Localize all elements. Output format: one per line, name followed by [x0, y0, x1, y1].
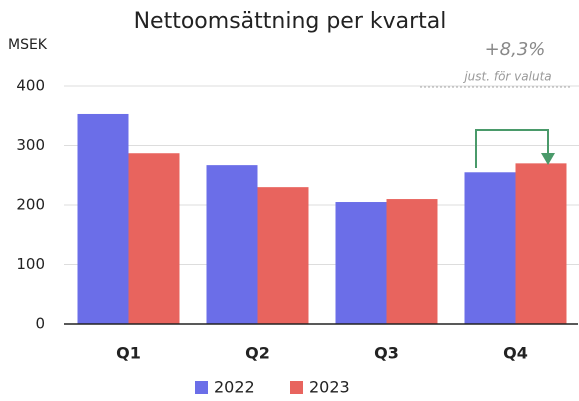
x-tick-label: Q3 — [374, 344, 399, 363]
bar — [257, 187, 309, 324]
bar — [515, 163, 567, 324]
x-tick-label: Q2 — [245, 344, 270, 363]
legend-label: 2022 — [214, 378, 255, 397]
y-tick-label: 0 — [35, 315, 45, 333]
bar — [464, 172, 516, 324]
legend-label: 2023 — [309, 378, 350, 397]
bar — [77, 113, 129, 324]
annotation-arrow — [475, 129, 549, 168]
annotation-arrowhead — [541, 153, 555, 165]
y-tick-label: 200 — [16, 196, 45, 214]
y-tick-label: 100 — [16, 255, 45, 273]
y-axis-label: MSEK — [8, 37, 48, 53]
chart-title: Nettoomsättning per kvartal — [134, 9, 447, 34]
annotation: +8,3% — [485, 39, 546, 60]
plot: 0 100 200 300 400 Q1 Q2 Q3 Q4 2022 2023 — [16, 77, 579, 397]
bar — [335, 202, 387, 324]
annotation-note: just. för valuta — [462, 70, 551, 84]
x-tick-label: Q1 — [116, 344, 141, 363]
bar — [386, 199, 438, 324]
bar — [128, 153, 180, 324]
y-tick-label: 300 — [16, 136, 45, 154]
bar — [206, 165, 258, 324]
legend-swatch — [290, 381, 303, 394]
x-tick-label: Q4 — [503, 344, 528, 363]
y-tick-label: 400 — [16, 77, 45, 95]
legend-swatch — [195, 381, 208, 394]
